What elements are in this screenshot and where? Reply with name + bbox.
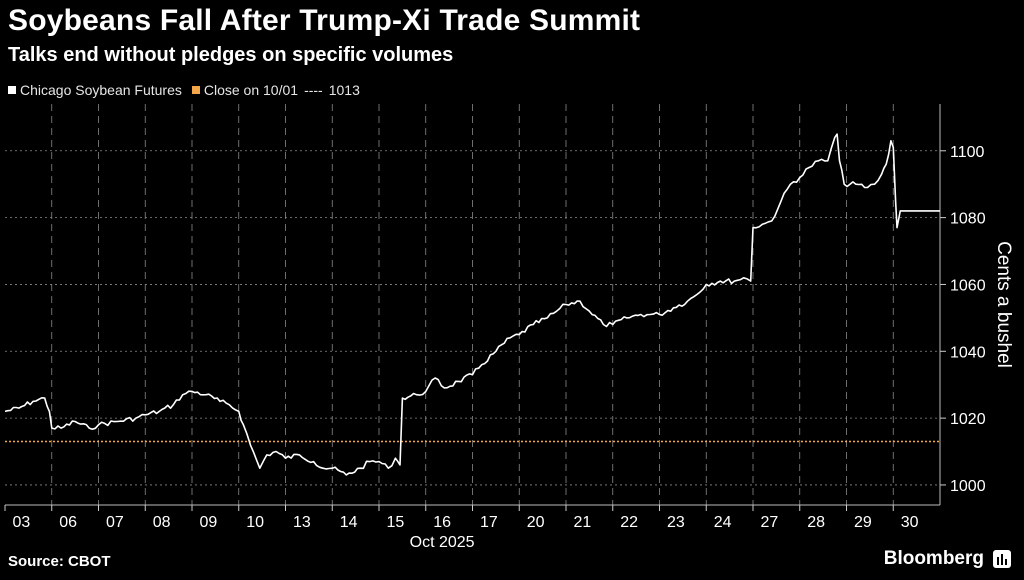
x-tick-label: 15 <box>386 514 404 531</box>
legend-series: Chicago Soybean Futures <box>8 82 182 98</box>
y-axis-label: Cents a bushel <box>993 241 1014 368</box>
y-tick-label: 1080 <box>950 211 986 228</box>
legend-series-label: Chicago Soybean Futures <box>20 82 182 98</box>
legend-reference-value: 1013 <box>328 82 360 98</box>
x-axis-month-label: Oct 2025 <box>410 534 475 551</box>
source-note: Source: CBOT <box>8 553 111 570</box>
x-tick-label: 09 <box>199 514 217 531</box>
x-tick-label: 28 <box>807 514 825 531</box>
x-tick-label: 20 <box>527 514 545 531</box>
x-axis: 03 06 07 08 09 10 13 14 15 16 17 20 21 22 23 24 27 28 29 30 <box>4 504 940 531</box>
series-line <box>4 133 940 476</box>
x-tick-label: 29 <box>854 514 872 531</box>
chart-subtitle: Talks end without pledges on specific vo… <box>8 44 454 66</box>
y-axis: 1000 1020 1040 1060 1080 1100 <box>939 104 986 505</box>
y-tick-label: 1060 <box>950 277 986 294</box>
x-tick-label: 17 <box>480 514 498 531</box>
y-tick-label: 1020 <box>950 411 986 428</box>
x-tick-label: 21 <box>573 514 591 531</box>
bar-chart-icon <box>993 550 1011 568</box>
legend-reference-dashes: ---- <box>304 82 323 98</box>
x-tick-label: 14 <box>340 514 358 531</box>
legend-reference: Close on 10/01 ---- 1013 <box>191 82 360 98</box>
y-tick-label: 1100 <box>950 144 985 161</box>
x-tick-label: 24 <box>714 514 732 531</box>
x-tick-label: 27 <box>760 514 778 531</box>
reference-swatch <box>191 86 200 94</box>
brand: Bloomberg <box>884 548 1012 570</box>
x-tick-label: 22 <box>620 514 638 531</box>
x-tick-label: 30 <box>901 514 919 531</box>
x-tick-label: 07 <box>106 514 124 531</box>
y-tick-label: 1040 <box>950 344 986 361</box>
x-tick-label: 06 <box>59 514 77 531</box>
x-tick-label: 08 <box>153 514 171 531</box>
x-tick-label: 03 <box>12 514 30 531</box>
chart-title: Soybeans Fall After Trump-Xi Trade Summi… <box>8 4 641 37</box>
grid <box>5 104 940 505</box>
series-swatch <box>8 86 16 94</box>
brand-name: Bloomberg <box>883 548 984 569</box>
legend: Chicago Soybean Futures Close on 10/01 -… <box>8 80 370 100</box>
legend-reference-label: Close on 10/01 <box>203 82 299 98</box>
x-tick-label: 16 <box>433 514 451 531</box>
x-tick-label: 13 <box>293 514 311 531</box>
x-tick-label: 10 <box>246 514 264 531</box>
y-tick-label: 1000 <box>950 478 986 495</box>
x-tick-label: 23 <box>667 514 685 531</box>
